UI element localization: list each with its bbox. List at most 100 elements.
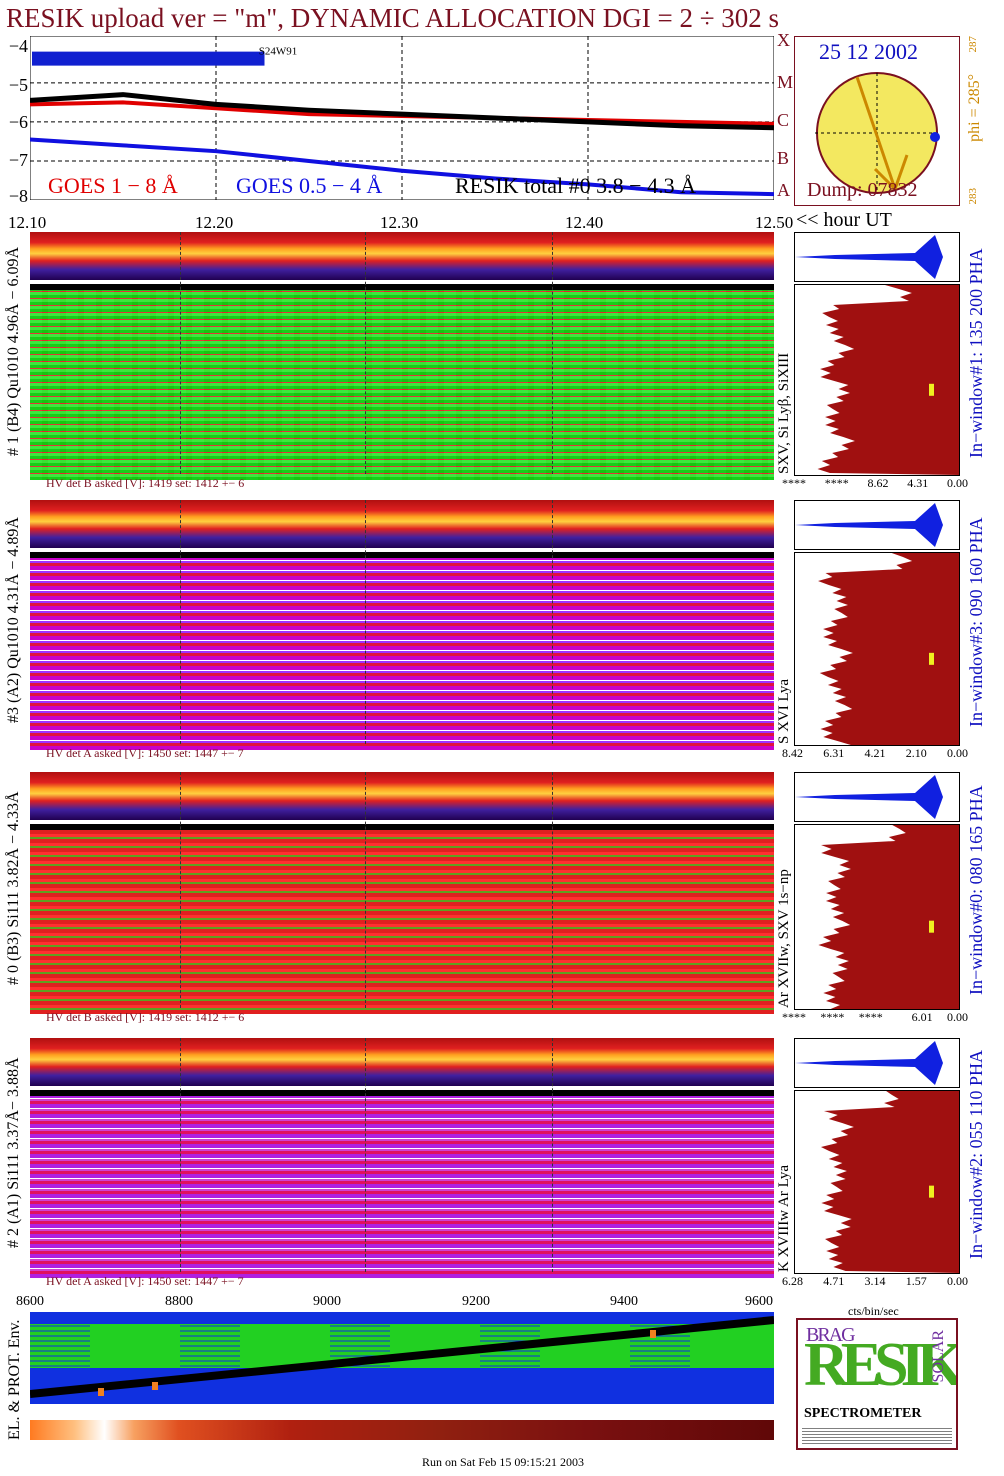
y-tick-label: −6 xyxy=(8,112,28,132)
sun-axis-tip xyxy=(873,167,897,191)
spectral-lines-label: K XVIIIw Ar Lya xyxy=(776,1164,792,1272)
detector-label: # 2 (A1) Si111 3.37Å− 3.88Å xyxy=(5,1057,22,1249)
pha-area xyxy=(795,1041,943,1085)
legend-resik: RESIK total #0 3.8 − 4.3 Å xyxy=(455,173,696,198)
grid-line xyxy=(552,232,553,474)
goes-class-letter: M xyxy=(777,72,794,92)
window-marker xyxy=(929,652,934,665)
spectrum-stripe xyxy=(30,500,774,548)
env-colorbar xyxy=(30,1420,774,1440)
detector-label: # 1 (B4) Qu1010 4.96Å − 6.09Å xyxy=(5,246,22,456)
time-tick-label: 12.40 xyxy=(565,213,604,232)
phi-bottom: 283 xyxy=(967,188,979,205)
env-tick-label: 8800 xyxy=(165,1294,193,1309)
pha-histogram xyxy=(794,500,960,550)
scale-tick: 3.14 xyxy=(864,1274,886,1288)
scale-tick: 2.10 xyxy=(905,746,927,760)
scale-tick: 0.00 xyxy=(947,1274,968,1288)
grid-line xyxy=(552,1038,553,1272)
scale-tick: **** xyxy=(782,1010,806,1024)
profile-area xyxy=(818,553,959,745)
scale-tick: **** xyxy=(858,1010,883,1024)
scale-tick: 0.00 xyxy=(947,746,968,760)
scale-tick: 8.42 xyxy=(782,746,803,760)
profile-scale: 8.42 6.31 4.21 2.10 0.00 xyxy=(782,746,968,761)
pha-area xyxy=(795,775,943,819)
scale-tick: 6.28 xyxy=(782,1274,803,1288)
env-tick-label: 9600 xyxy=(745,1294,773,1309)
env-label: EL. & PROT. Env. xyxy=(6,1319,23,1440)
logo-bragg: BRAG xyxy=(806,1324,856,1346)
y-tick-label: −7 xyxy=(8,150,28,170)
grid-line xyxy=(180,772,181,1008)
y-tick-label: −8 xyxy=(8,186,28,206)
profile-plot xyxy=(794,824,960,1010)
hv-status: HV det A asked [V]: 1450 set: 1447 +− 7 xyxy=(46,1274,244,1288)
scale-tick: **** xyxy=(820,1010,845,1024)
legend-goes-long: GOES 1 − 8 Å xyxy=(48,173,178,198)
logo-fineprint xyxy=(802,1426,952,1444)
pha-histogram xyxy=(794,1038,960,1088)
logo-spectrometer: SPECTROMETER xyxy=(804,1406,922,1421)
grid-line xyxy=(180,232,181,474)
profile-plot xyxy=(794,284,960,476)
env-marker xyxy=(152,1382,158,1390)
scale-tick: 8.62 xyxy=(867,476,889,490)
run-timestamp: Run on Sat Feb 15 09:15:21 2003 xyxy=(422,1455,585,1469)
spectral-lines-label: SXV, Si Lyβ, SiXIII xyxy=(776,352,792,474)
time-tick-label: 12.20 xyxy=(195,213,234,232)
active-region-marker xyxy=(930,132,940,142)
time-tick-label: 12.30 xyxy=(380,213,419,232)
sun-dump: Dump: 07832 xyxy=(807,179,918,201)
time-axis-unit: << hour UT xyxy=(796,209,892,231)
window-marker xyxy=(929,920,934,933)
profile-svg xyxy=(818,825,959,1009)
window-marker xyxy=(929,383,934,396)
spectrogram xyxy=(30,552,774,750)
env-tick-label: 9200 xyxy=(462,1294,490,1309)
profile-area xyxy=(818,825,959,1009)
env-chart xyxy=(30,1312,774,1404)
scale-tick: 1.57 xyxy=(905,1274,927,1288)
resik-logo: BRAG RESIK SOLAR SPECTROMETER xyxy=(796,1318,958,1450)
spectral-lines-label: S XVI Lya xyxy=(776,679,792,744)
pha-area xyxy=(795,235,943,279)
scale-tick: 0.00 xyxy=(946,1010,968,1024)
grid-line xyxy=(552,772,553,1008)
spectrogram xyxy=(30,824,774,1014)
profile-svg xyxy=(817,285,959,475)
in-window-label: In−window#2: 055 110 PHA xyxy=(966,1050,986,1260)
env-tick-label: 8600 xyxy=(16,1294,44,1309)
pha-plot xyxy=(795,1041,943,1085)
flag-bar xyxy=(32,51,265,66)
sun-axis-tip xyxy=(893,154,909,190)
scale-tick: **** xyxy=(824,476,849,490)
profile-plot xyxy=(794,552,960,746)
env-tick-label: 9400 xyxy=(610,1294,638,1309)
detector-label: #3 (A2) Qu1010 4.31Å − 4.89Å xyxy=(5,517,22,723)
grid-line xyxy=(180,500,181,744)
env-marker xyxy=(650,1330,656,1338)
grid-line xyxy=(365,1038,366,1272)
hv-status: HV det B asked [V]: 1419 set: 1412 +− 6 xyxy=(46,1010,245,1024)
scale-tick: 0.00 xyxy=(947,476,968,490)
env-x-axis: 8600 8800 9000 9200 9400 9600 xyxy=(16,1292,774,1310)
pha-plot xyxy=(795,775,943,819)
sun-date: 25 12 2002 xyxy=(819,39,918,64)
sun-panel: 25 12 2002 Dump: 07832 xyxy=(794,36,960,206)
grid-line xyxy=(365,772,366,1008)
scale-tick: 4.21 xyxy=(864,746,886,760)
profile-scale: 6.28 4.71 3.14 1.57 0.00 xyxy=(782,1274,968,1289)
env-panel xyxy=(30,1312,774,1404)
flag-label: S24W91 xyxy=(259,45,298,57)
grid-line xyxy=(180,1038,181,1272)
grid-line xyxy=(365,232,366,474)
time-tick-label: 12.50 xyxy=(755,213,794,232)
spectrum-stripe xyxy=(30,232,774,280)
spectrogram xyxy=(30,1090,774,1278)
scale-tick: 4.31 xyxy=(907,476,929,490)
pha-histogram xyxy=(794,232,960,282)
phi-top: 287 xyxy=(967,36,979,53)
sun-axis xyxy=(855,76,897,190)
y-tick-label: −5 xyxy=(8,75,28,95)
